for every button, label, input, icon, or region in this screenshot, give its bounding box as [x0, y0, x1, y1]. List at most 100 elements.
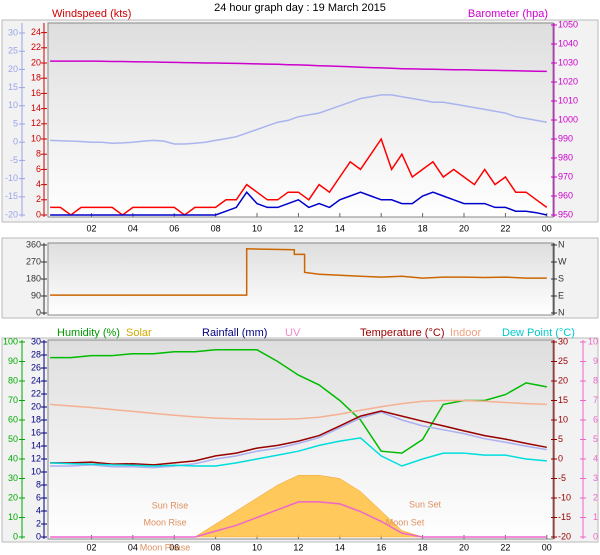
series-line	[50, 94, 547, 145]
series-line	[50, 501, 547, 538]
y-tick-label: 90	[8, 356, 18, 366]
y-tick-label: E	[558, 290, 564, 300]
y-tick-label: S	[558, 273, 564, 283]
y-tick-label: 1000	[558, 114, 578, 124]
y-tick-label: -20	[5, 209, 18, 219]
y-tick-label: 70	[8, 395, 18, 405]
y-tick-label: 12	[31, 453, 41, 463]
y-tick-label: 7	[593, 395, 598, 405]
y-tick-label: 10	[31, 466, 41, 476]
y-tick-label: 2	[36, 518, 41, 528]
y-tick-label: 0	[593, 531, 598, 541]
y-tick-label: 0	[13, 137, 18, 147]
plot-area	[47, 22, 554, 218]
y-tick-label: 10	[8, 512, 18, 522]
y-tick-label: 1050	[558, 19, 578, 29]
annotation: Moon Phase	[140, 542, 191, 552]
x-tick-label: 00	[542, 542, 552, 552]
y-tick-label: 10	[31, 133, 41, 143]
y-tick-label: 20	[8, 492, 18, 502]
x-tick-label: 04	[128, 542, 138, 552]
y-tick-label: 5	[593, 434, 598, 444]
y-tick-label: 100	[3, 336, 18, 346]
y-tick-label: N	[558, 239, 565, 249]
y-tick-label: 25	[558, 356, 568, 366]
y-tick-label: 24	[31, 375, 41, 385]
y-tick-label: 0	[13, 531, 18, 541]
x-tick-label: 16	[376, 542, 386, 552]
y-tick-label: 2	[593, 492, 598, 502]
y-tick-label: 10	[8, 100, 18, 110]
series-line	[50, 410, 547, 466]
x-tick-label: 12	[293, 223, 303, 233]
y-tick-label: -10	[558, 492, 571, 502]
y-tick-label: 6	[593, 414, 598, 424]
y-tick-label: 8	[36, 479, 41, 489]
y-tick-label: W	[558, 256, 567, 266]
y-tick-label: 2	[36, 194, 41, 204]
y-tick-label: 25	[8, 46, 18, 56]
y-tick-label: -20	[558, 531, 571, 541]
y-tick-label: 0	[36, 531, 41, 541]
y-tick-label: 16	[31, 427, 41, 437]
axis-title: Barometer (hpa)	[468, 8, 548, 20]
x-tick-label: 00	[542, 223, 552, 233]
page-title: 24 hour graph day : 19 March 2015	[214, 2, 386, 14]
y-tick-label: 15	[8, 82, 18, 92]
y-tick-label: 30	[8, 27, 18, 37]
y-tick-label: 1010	[558, 95, 578, 105]
x-tick-label: 20	[459, 542, 469, 552]
y-tick-label: 24	[31, 27, 41, 37]
y-tick-label: 16	[31, 88, 41, 98]
y-tick-label: 1020	[558, 76, 578, 86]
legend-label: Humidity (%)	[57, 327, 120, 339]
y-tick-label: 20	[558, 375, 568, 385]
y-tick-label: 6	[36, 492, 41, 502]
y-tick-label: 1	[593, 512, 598, 522]
y-tick-label: 960	[558, 190, 573, 200]
y-tick-label: 50	[8, 434, 18, 444]
y-tick-label: 12	[31, 118, 41, 128]
y-tick-label: 8	[593, 375, 598, 385]
y-tick-label: 1030	[558, 57, 578, 67]
y-tick-label: 0	[36, 307, 41, 317]
y-tick-label: 4	[593, 453, 598, 463]
x-tick-label: 22	[500, 542, 510, 552]
y-tick-label: 60	[8, 414, 18, 424]
annotation: Moon Set	[386, 517, 425, 527]
x-tick-label: 04	[128, 223, 138, 233]
y-tick-label: 180	[26, 273, 41, 283]
y-tick-label: 20	[31, 57, 41, 67]
series-line	[50, 411, 547, 469]
series-line	[50, 137, 548, 216]
y-tick-label: 6	[36, 164, 41, 174]
y-tick-label: 3	[593, 473, 598, 483]
series-line	[50, 437, 547, 467]
x-tick-label: 06	[169, 223, 179, 233]
y-tick-label: 970	[558, 171, 573, 181]
axis-title: Windspeed (kts)	[52, 8, 131, 20]
y-tick-label: 40	[8, 453, 18, 463]
y-tick-label: 9	[593, 356, 598, 366]
x-tick-label: 10	[252, 223, 262, 233]
series-line	[50, 190, 547, 216]
y-tick-label: 950	[558, 209, 573, 219]
y-tick-label: 26	[31, 362, 41, 372]
x-tick-label: 08	[211, 542, 221, 552]
x-tick-label: 22	[500, 223, 510, 233]
y-tick-label: 15	[558, 395, 568, 405]
y-tick-label: 0	[36, 209, 41, 219]
y-tick-label: 5	[558, 434, 563, 444]
annotation: Sun Set	[409, 499, 442, 509]
x-tick-label: 12	[293, 542, 303, 552]
x-tick-label: 18	[418, 542, 428, 552]
series-line	[50, 60, 547, 73]
y-tick-label: 0	[558, 453, 563, 463]
y-tick-label: -15	[5, 191, 18, 201]
y-tick-label: 10	[558, 414, 568, 424]
y-tick-label: N	[558, 307, 565, 317]
y-tick-label: -15	[558, 512, 571, 522]
y-tick-label: 18	[31, 414, 41, 424]
y-tick-label: 5	[13, 118, 18, 128]
legend-label: Indoor	[450, 327, 482, 339]
